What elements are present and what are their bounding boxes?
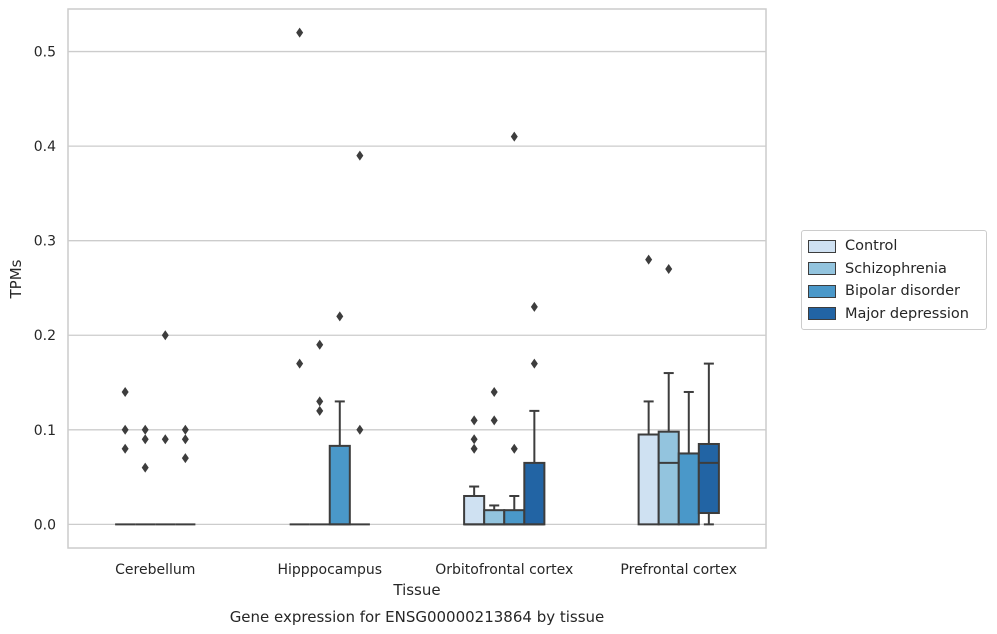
outlier-point [645, 254, 653, 265]
box-body [697, 442, 720, 515]
outlier-point [121, 424, 129, 435]
legend-label: Schizophrenia [845, 260, 947, 277]
outlier-point [530, 301, 538, 312]
outlier-point [121, 386, 129, 397]
box-body [637, 433, 660, 526]
outlier-point [510, 443, 518, 454]
outlier-point [161, 330, 169, 341]
legend-item-major-depression: Major depression [802, 303, 986, 326]
y-tick-label: 0.2 [34, 328, 56, 344]
x-axis-ticks: Cerebellum Hipppocampus Orbitofrontal cort… [115, 562, 737, 578]
outlier-point [356, 424, 364, 435]
outlier-point [665, 264, 673, 275]
y-tick-label: 0.5 [34, 45, 56, 61]
box-body [483, 509, 506, 526]
y-tick-label: 0.1 [34, 423, 56, 439]
outlier-point [490, 386, 498, 397]
y-tick-label: 0.0 [34, 517, 56, 533]
box-2-3 [523, 409, 546, 526]
legend-label: Bipolar disorder [845, 283, 960, 300]
outliers-layer [121, 27, 673, 473]
x-tick-label: Cerebellum [115, 562, 195, 578]
box-3-3 [697, 362, 720, 526]
outlier-point [470, 434, 478, 445]
box-body [523, 461, 546, 526]
legend: Control Schizophrenia Bipolar disorder M… [801, 230, 987, 330]
box-3-0 [637, 400, 660, 526]
outlier-point [181, 434, 189, 445]
legend-swatch-bipolar-disorder [808, 284, 836, 298]
legend-item-schizophrenia: Schizophrenia [802, 258, 986, 281]
box-1-2 [328, 400, 351, 526]
y-tick-label: 0.3 [34, 234, 56, 250]
box-body [677, 452, 700, 526]
outlier-point [141, 424, 149, 435]
plot-area-frame [67, 8, 767, 549]
box-body [657, 430, 680, 526]
outlier-point [316, 339, 324, 350]
legend-label: Control [845, 238, 898, 255]
outlier-point [141, 462, 149, 473]
x-axis-title: Tissue [392, 581, 440, 599]
x-tick-label: Orbitofrontal cortex [435, 562, 573, 578]
legend-item-control: Control [802, 235, 986, 258]
x-tick-label: Hipppocampus [277, 562, 382, 578]
outlier-point [336, 311, 344, 322]
box-2-2 [503, 494, 526, 526]
box-3-1 [657, 372, 680, 526]
boxes-layer [115, 362, 720, 526]
legend-swatch-control [808, 239, 836, 253]
box-2-0 [463, 485, 486, 526]
x-tick-label: Prefrontal cortex [620, 562, 737, 578]
outlier-point [356, 150, 364, 161]
box-body [328, 444, 351, 526]
legend-swatch-schizophrenia [808, 262, 836, 276]
y-axis-title: TPMs [7, 259, 25, 299]
outlier-point [121, 443, 129, 454]
outlier-point [316, 396, 324, 407]
outlier-point [181, 424, 189, 435]
legend-swatch-major-depression [808, 307, 836, 321]
outlier-point [296, 358, 304, 369]
box-body [503, 509, 526, 526]
outlier-point [510, 131, 518, 142]
chart-title: Gene expression for ENSG00000213864 by t… [230, 608, 605, 626]
outlier-point [181, 453, 189, 464]
outlier-point [296, 27, 304, 38]
outlier-point [490, 415, 498, 426]
legend-item-bipolar-disorder: Bipolar disorder [802, 280, 986, 303]
outlier-point [316, 405, 324, 416]
y-axis-ticks: 0.0 0.1 0.2 0.3 0.4 0.5 [34, 45, 56, 534]
outlier-point [470, 415, 478, 426]
outlier-point [470, 443, 478, 454]
box-body [463, 494, 486, 526]
outlier-point [530, 358, 538, 369]
box-2-1 [483, 504, 506, 526]
box-3-2 [677, 390, 700, 526]
outlier-point [141, 434, 149, 445]
y-tick-label: 0.4 [34, 139, 56, 155]
outlier-point [161, 434, 169, 445]
legend-label: Major depression [845, 305, 969, 322]
